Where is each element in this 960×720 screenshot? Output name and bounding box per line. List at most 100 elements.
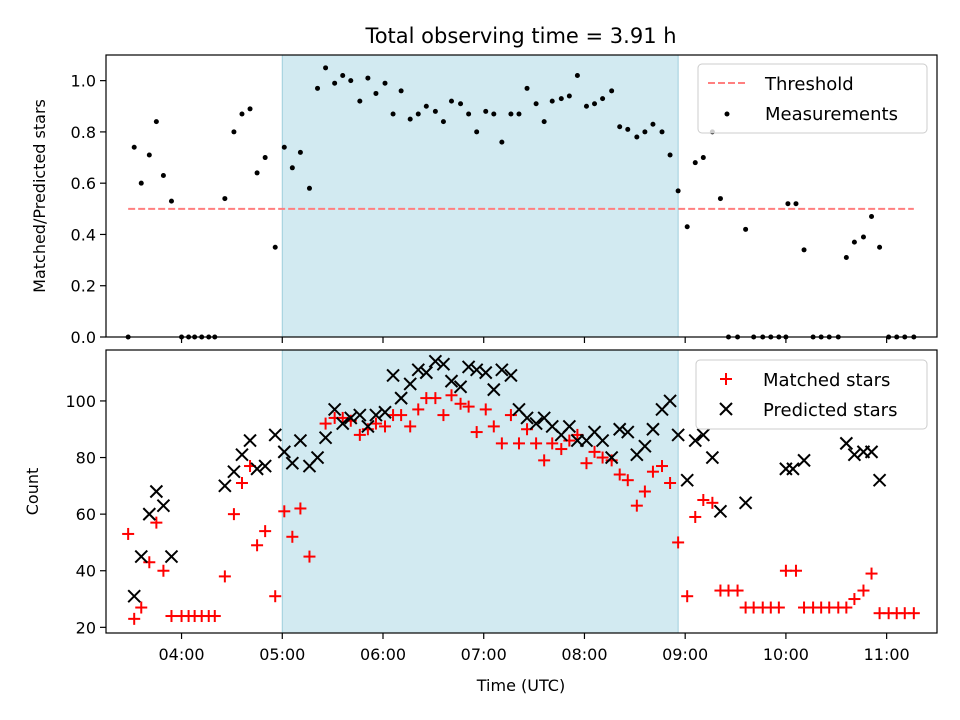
measurement-point	[566, 93, 572, 99]
measurement-point	[609, 88, 615, 94]
matched-point	[789, 564, 802, 577]
predicted-point	[797, 453, 811, 468]
predicted-point	[156, 498, 171, 513]
y-tick-label: 80	[76, 449, 96, 468]
matched-point	[269, 590, 282, 603]
predicted-point	[738, 496, 753, 510]
predicted-point	[411, 363, 425, 377]
measurement-point	[558, 96, 564, 102]
matched-point	[454, 397, 467, 410]
matched-point	[227, 508, 240, 521]
matched-point	[259, 525, 272, 538]
predicted-point	[839, 436, 854, 451]
matched-point	[706, 496, 719, 509]
measurement-point	[499, 139, 505, 145]
top-x-ticks	[180, 337, 888, 343]
measurement-point	[592, 101, 598, 107]
measurement-point	[239, 111, 245, 117]
bottom-y-ticks: 20 40 60 80 100	[65, 392, 106, 637]
x-axis-label: Time (UTC)	[476, 676, 565, 695]
predicted-point	[529, 416, 543, 431]
predicted-point	[428, 354, 443, 369]
matched-point	[865, 567, 878, 580]
matched-point	[512, 437, 525, 450]
matched-point	[672, 536, 685, 549]
measurement-point	[365, 75, 371, 81]
predicted-point	[495, 363, 509, 377]
predicted-point	[520, 411, 534, 425]
matched-point	[208, 610, 221, 623]
legend-matched-label: Matched stars	[763, 370, 890, 391]
predicted-point	[127, 589, 141, 603]
bottom-y-axis-label: Count	[23, 468, 42, 516]
matched-point	[437, 409, 450, 422]
measurement-point	[340, 73, 346, 79]
predicted-point	[378, 405, 392, 419]
predicted-point	[227, 464, 241, 479]
measurement-point	[516, 111, 522, 117]
predicted-point	[310, 450, 325, 465]
measurement-point	[272, 244, 278, 250]
x-tick-label: 04:00	[158, 645, 204, 664]
matched-point	[772, 601, 785, 614]
predicted-point	[847, 448, 862, 462]
predicted-point	[285, 456, 300, 470]
predicted-point	[277, 445, 291, 459]
bottom-legend: Matched stars Predicted stars	[695, 359, 928, 430]
matched-point	[353, 428, 366, 441]
y-tick-label: 60	[76, 505, 96, 524]
matched-point	[689, 510, 702, 523]
measurement-point	[323, 65, 329, 71]
measurement-point	[398, 88, 404, 94]
measurement-point	[146, 152, 152, 158]
measurement-point	[297, 149, 303, 155]
predicted-point	[250, 462, 264, 476]
matched-point	[563, 434, 576, 447]
matched-point	[150, 516, 163, 529]
predicted-point	[604, 450, 619, 465]
matched-point	[157, 564, 170, 577]
measurement-point	[549, 98, 555, 104]
matched-point	[779, 564, 792, 577]
measurement-point	[281, 144, 287, 150]
matched-point	[697, 493, 710, 506]
predicted-point	[453, 380, 468, 394]
matched-point	[487, 420, 500, 433]
measurement-point	[373, 90, 379, 96]
matched-point	[681, 590, 694, 603]
matched-point	[656, 460, 669, 473]
matched-point	[143, 556, 156, 569]
predicted-point	[369, 408, 383, 422]
measurement-point	[617, 124, 623, 130]
predicted-point	[786, 462, 800, 476]
measurement-point	[390, 111, 396, 117]
measurement-point	[458, 101, 464, 107]
measurement-point	[583, 103, 589, 109]
x-tick-label: 07:00	[461, 645, 507, 664]
matched-point	[235, 477, 248, 490]
measurement-point	[877, 244, 883, 250]
matched-point	[294, 502, 307, 515]
matched-point	[907, 607, 920, 620]
top-legend: Threshold Measurements	[697, 63, 928, 134]
matched-point	[580, 457, 593, 470]
matched-point	[404, 420, 417, 433]
matched-point	[731, 584, 744, 597]
measurement-point	[254, 170, 260, 176]
predicted-point	[327, 402, 342, 417]
measurement-point	[659, 129, 665, 135]
predicted-point	[436, 357, 451, 371]
matched-point	[848, 593, 861, 606]
predicted-point	[487, 382, 501, 397]
measurement-point	[466, 111, 472, 117]
measurement-point	[860, 234, 866, 240]
measurement-point	[634, 134, 640, 140]
predicted-point	[613, 422, 627, 436]
predicted-point	[461, 360, 476, 374]
predicted-point	[344, 411, 358, 425]
matched-point	[412, 403, 425, 416]
measurement-point	[131, 144, 137, 150]
matched-point	[530, 437, 543, 450]
measurement-point	[743, 226, 749, 232]
